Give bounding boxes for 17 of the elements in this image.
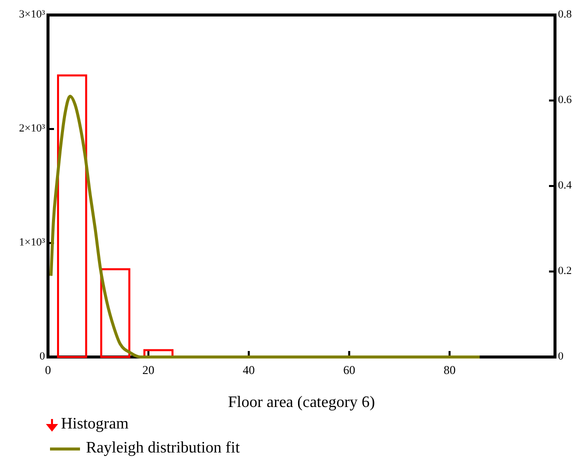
y2-tick-label: 0.6 [558, 94, 572, 106]
x-tick-label: 80 [444, 362, 456, 377]
x-tick-label: 60 [343, 362, 356, 377]
x-tick-label: 40 [242, 362, 255, 377]
y-tick-label: 1×10³ [18, 236, 46, 249]
y2-tick-label: 0 [558, 350, 564, 363]
y-tick-label: 3×10³ [18, 8, 46, 21]
legend-label: Rayleigh distribution fit [86, 440, 240, 457]
y-tick-label: 2×10³ [18, 122, 46, 135]
line-series [50, 94, 482, 358]
legend-label: Histogram [61, 416, 130, 433]
y-tick-label: 0 [40, 350, 46, 363]
y2-tick-label: 0.4 [558, 180, 572, 192]
y2-tick-label: 0.8 [558, 8, 572, 21]
x-axis-title: Floor area (category 6) [228, 394, 376, 411]
x-tick-label: 20 [142, 362, 154, 377]
y2-tick-label: 0.2 [558, 265, 572, 278]
